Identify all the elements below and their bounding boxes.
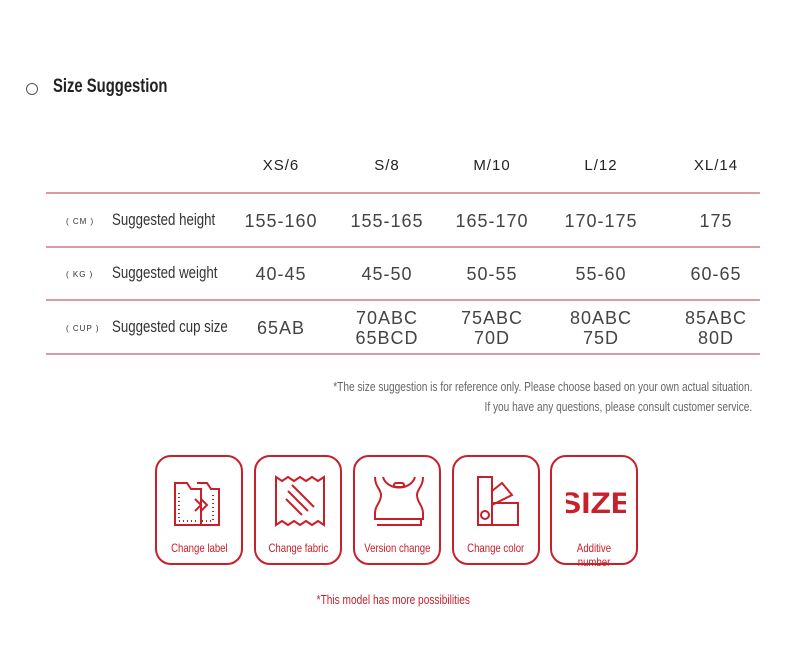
table-cell: 165-170 — [455, 211, 529, 231]
service-version-change: Version change — [353, 455, 441, 565]
unit-label: ( KG ) — [66, 270, 94, 279]
row-divider — [46, 246, 760, 248]
row-label: Suggested height — [112, 210, 216, 229]
column-header: XL/14 — [693, 157, 739, 174]
service-label: Change color — [467, 541, 525, 555]
service-label: Change label — [170, 541, 228, 555]
row-divider — [46, 192, 760, 194]
svg-text:SIZE: SIZE — [566, 487, 626, 520]
service-label: Additive number — [576, 541, 612, 569]
table-cell: 65AB — [256, 318, 306, 338]
table-cell: 155-160 — [244, 211, 318, 231]
unit-label: ( CM ) — [66, 217, 95, 226]
table-cell: 45-50 — [361, 264, 413, 284]
footnote: *This model has more possibilities — [316, 592, 470, 607]
table-cell: 75ABC 70D — [460, 308, 524, 348]
table-cell: 80ABC 75D — [569, 308, 633, 348]
row-label: Suggested cup size — [112, 317, 228, 336]
service-additive-number: SIZE Additive number — [550, 455, 638, 569]
note-line-2: If you have any questions, please consul… — [484, 399, 752, 414]
column-header: M/10 — [473, 157, 511, 174]
table-cell: 40-45 — [255, 264, 307, 284]
column-header: S/8 — [374, 157, 400, 174]
table-cell: 85ABC 80D — [684, 308, 748, 348]
row-divider — [46, 299, 760, 301]
table-cell: 175 — [699, 211, 733, 231]
service-label: Version change — [363, 541, 431, 555]
column-header: XS/6 — [262, 157, 300, 174]
note-line-1: *The size suggestion is for reference on… — [332, 379, 752, 394]
table-cell: 60-65 — [690, 264, 742, 284]
unit-label: ( CUP ) — [66, 324, 100, 333]
bullet-circle-icon — [26, 83, 38, 95]
table-cell: 55-60 — [575, 264, 627, 284]
service-change-color: Change color — [452, 455, 540, 565]
table-cell: 155-165 — [350, 211, 424, 231]
column-header: L/12 — [584, 157, 618, 174]
service-change-fabric: Change fabric — [254, 455, 342, 565]
row-label: Suggested weight — [112, 263, 218, 282]
table-cell: 50-55 — [466, 264, 518, 284]
table-cell: 70ABC 65BCD — [355, 308, 419, 348]
table-cell: 170-175 — [564, 211, 638, 231]
section-title: Size Suggestion — [53, 76, 168, 97]
service-label: Change fabric — [268, 541, 328, 555]
service-change-label: Change label — [155, 455, 243, 565]
row-divider — [46, 353, 760, 355]
